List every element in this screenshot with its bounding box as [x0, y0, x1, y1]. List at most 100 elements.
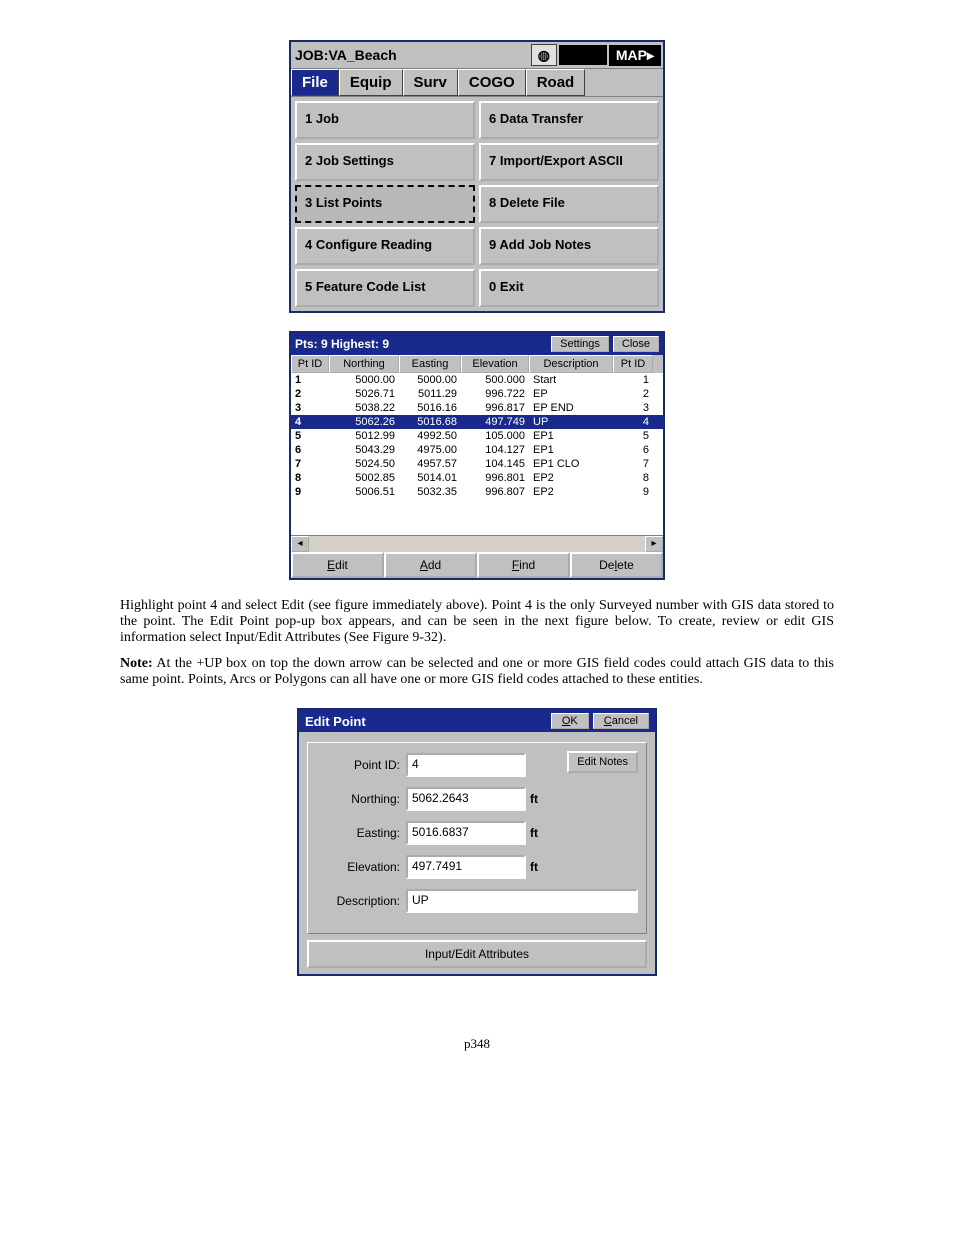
cell: EP1 — [529, 429, 613, 443]
cell: 1 — [291, 373, 329, 387]
menu-item-configure-reading[interactable]: 4 Configure Reading — [295, 227, 475, 265]
menu-grid: 1 Job 6 Data Transfer 2 Job Settings 7 I… — [291, 97, 663, 311]
row-northing: Northing: 5062.2643 ft — [316, 787, 638, 811]
cell: EP1 — [529, 443, 613, 457]
cell: 5002.85 — [329, 471, 399, 485]
tab-road[interactable]: Road — [526, 69, 586, 96]
cell: UP — [529, 415, 613, 429]
ok-button[interactable]: OK — [551, 713, 589, 729]
cell: 6 — [613, 443, 653, 457]
cell: 4992.50 — [399, 429, 461, 443]
map-button[interactable]: MAP▸ — [609, 45, 661, 66]
paragraph-1: Highlight point 4 and select Edit (see f… — [120, 598, 834, 646]
menu-item-data-transfer[interactable]: 6 Data Transfer — [479, 101, 659, 139]
cell: 5000.00 — [329, 373, 399, 387]
scroll-right-icon[interactable]: ▸ — [645, 536, 663, 552]
title-bar: Edit Point OK Cancel — [299, 710, 655, 732]
cell: 996.817 — [461, 401, 529, 415]
page-number: p348 — [120, 1036, 834, 1052]
globe-icon[interactable]: ◍ — [531, 44, 557, 66]
table-row[interactable]: 35038.225016.16996.817EP END3 — [291, 401, 663, 415]
unit-northing: ft — [526, 792, 546, 806]
row-elevation: Elevation: 497.7491 ft — [316, 855, 638, 879]
cell: 5006.51 — [329, 485, 399, 499]
scroll-track[interactable] — [309, 536, 645, 552]
edit-button[interactable]: Edit — [291, 552, 384, 578]
cell: 5026.71 — [329, 387, 399, 401]
cell: 5000.00 — [399, 373, 461, 387]
menu-item-list-points[interactable]: 3 List Points — [295, 185, 475, 223]
menu-item-exit[interactable]: 0 Exit — [479, 269, 659, 307]
col-northing[interactable]: Northing — [329, 355, 399, 373]
input-elevation[interactable]: 497.7491 — [406, 855, 526, 879]
cell: 104.127 — [461, 443, 529, 457]
cell: 9 — [291, 485, 329, 499]
menu-item-feature-code-list[interactable]: 5 Feature Code List — [295, 269, 475, 307]
cell: 996.807 — [461, 485, 529, 499]
title-bar: JOB:VA_Beach ◍ MAP▸ — [291, 42, 663, 69]
menu-item-delete-file[interactable]: 8 Delete File — [479, 185, 659, 223]
table-row[interactable]: 65043.294975.00104.127EP16 — [291, 443, 663, 457]
tab-surv[interactable]: Surv — [403, 69, 458, 96]
fields-group: Point ID: 4 Edit Notes Northing: 5062.26… — [307, 742, 647, 934]
col-ptid2[interactable]: Pt ID — [613, 355, 653, 373]
job-label: JOB:VA_Beach — [293, 47, 531, 63]
cell: 104.145 — [461, 457, 529, 471]
settings-button[interactable]: Settings — [551, 336, 609, 352]
menu-item-add-job-notes[interactable]: 9 Add Job Notes — [479, 227, 659, 265]
col-ptid[interactable]: Pt ID — [291, 355, 329, 373]
table-row[interactable]: 85002.855014.01996.801EP28 — [291, 471, 663, 485]
scroll-left-icon[interactable]: ◂ — [291, 536, 309, 552]
cancel-button[interactable]: Cancel — [593, 713, 649, 729]
points-rows: 15000.005000.00500.000Start125026.715011… — [291, 373, 663, 499]
horizontal-scrollbar[interactable]: ◂ ▸ — [291, 535, 663, 552]
input-description[interactable]: UP — [406, 889, 638, 913]
input-edit-attributes-button[interactable]: Input/Edit Attributes — [307, 940, 647, 968]
cell: 3 — [291, 401, 329, 415]
input-easting[interactable]: 5016.6837 — [406, 821, 526, 845]
row-description: Description: UP — [316, 889, 638, 913]
cell: 5043.29 — [329, 443, 399, 457]
cell: EP — [529, 387, 613, 401]
battery-icon — [559, 45, 607, 65]
points-title: Pts: 9 Highest: 9 — [295, 337, 547, 351]
col-description[interactable]: Description — [529, 355, 613, 373]
cell: 5012.99 — [329, 429, 399, 443]
cell: EP1 CLO — [529, 457, 613, 471]
cell: 5014.01 — [399, 471, 461, 485]
table-row[interactable]: 95006.515032.35996.807EP29 — [291, 485, 663, 499]
cell: 8 — [613, 471, 653, 485]
cell: 5 — [613, 429, 653, 443]
tab-bar: File Equip Surv COGO Road — [291, 69, 663, 97]
menu-item-job[interactable]: 1 Job — [295, 101, 475, 139]
tab-file[interactable]: File — [291, 69, 339, 96]
input-northing[interactable]: 5062.2643 — [406, 787, 526, 811]
table-row[interactable]: 55012.994992.50105.000EP15 — [291, 429, 663, 443]
cell: Start — [529, 373, 613, 387]
add-button[interactable]: Add — [384, 552, 477, 578]
find-button[interactable]: Find — [477, 552, 570, 578]
tab-cogo[interactable]: COGO — [458, 69, 526, 96]
table-row[interactable]: 75024.504957.57104.145EP1 CLO7 — [291, 457, 663, 471]
cell: EP2 — [529, 485, 613, 499]
col-elevation[interactable]: Elevation — [461, 355, 529, 373]
delete-button[interactable]: Delete — [570, 552, 663, 578]
col-easting[interactable]: Easting — [399, 355, 461, 373]
menu-item-job-settings[interactable]: 2 Job Settings — [295, 143, 475, 181]
table-row[interactable]: 45062.265016.68497.749UP4 — [291, 415, 663, 429]
label-description: Description: — [316, 894, 406, 908]
table-row[interactable]: 25026.715011.29996.722EP2 — [291, 387, 663, 401]
close-button[interactable]: Close — [613, 336, 659, 352]
cell: EP END — [529, 401, 613, 415]
label-elevation: Elevation: — [316, 860, 406, 874]
tab-equip[interactable]: Equip — [339, 69, 403, 96]
note-bold: Note: — [120, 656, 153, 671]
label-easting: Easting: — [316, 826, 406, 840]
table-row[interactable]: 15000.005000.00500.000Start1 — [291, 373, 663, 387]
row-point-id: Point ID: 4 Edit Notes — [316, 753, 638, 777]
input-point-id[interactable]: 4 — [406, 753, 526, 777]
cell: 6 — [291, 443, 329, 457]
edit-notes-button[interactable]: Edit Notes — [567, 751, 638, 773]
menu-item-import-export[interactable]: 7 Import/Export ASCII — [479, 143, 659, 181]
edit-point-window: Edit Point OK Cancel Point ID: 4 Edit No… — [297, 708, 657, 976]
